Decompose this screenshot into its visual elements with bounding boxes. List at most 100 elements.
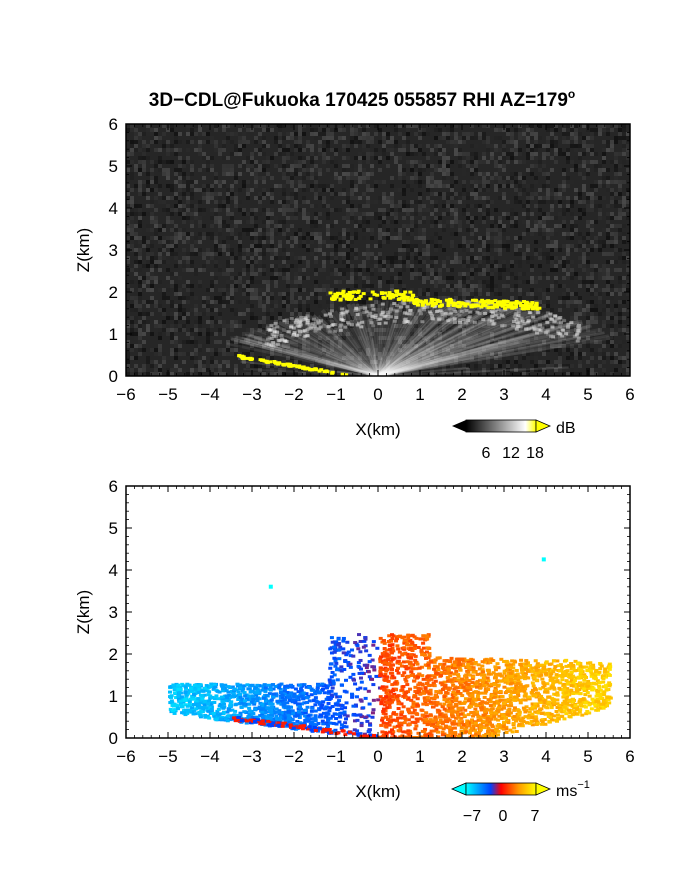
backscatter-noise-cell — [142, 260, 146, 264]
backscatter-noise-cell — [618, 324, 622, 328]
backscatter-noise-cell — [358, 168, 362, 172]
backscatter-noise-cell — [430, 344, 434, 348]
backscatter-noise-cell — [434, 248, 438, 252]
backscatter-glow-cell — [445, 312, 450, 316]
backscatter-noise-cell — [410, 232, 414, 236]
backscatter-noise-cell — [426, 344, 430, 348]
backscatter-noise-cell — [330, 132, 334, 136]
backscatter-noise-cell — [546, 288, 550, 292]
backscatter-noise-cell — [598, 204, 602, 208]
backscatter-noise-cell — [554, 348, 558, 352]
backscatter-noise-cell — [218, 312, 222, 316]
backscatter-noise-cell — [238, 144, 242, 148]
backscatter-noise-cell — [566, 264, 570, 268]
backscatter-noise-cell — [198, 328, 202, 332]
backscatter-noise-cell — [566, 208, 570, 212]
backscatter-noise-cell — [366, 364, 370, 368]
backscatter-noise-cell — [510, 208, 514, 212]
backscatter-noise-cell — [582, 340, 586, 344]
backscatter-noise-cell — [414, 316, 418, 320]
backscatter-noise-cell — [534, 288, 538, 292]
backscatter-noise-cell — [298, 128, 302, 132]
backscatter-noise-cell — [418, 292, 422, 296]
backscatter-noise-cell — [374, 340, 378, 344]
backscatter-noise-cell — [514, 284, 518, 288]
backscatter-noise-cell — [378, 348, 382, 352]
backscatter-noise-cell — [610, 244, 614, 248]
backscatter-noise-cell — [538, 200, 542, 204]
backscatter-glow-cell — [298, 330, 303, 334]
backscatter-noise-cell — [318, 184, 322, 188]
backscatter-noise-cell — [306, 200, 310, 204]
backscatter-noise-cell — [486, 368, 490, 372]
backscatter-noise-cell — [518, 148, 522, 152]
backscatter-noise-cell — [542, 368, 546, 372]
backscatter-noise-cell — [482, 240, 486, 244]
backscatter-noise-cell — [366, 196, 370, 200]
backscatter-noise-cell — [562, 364, 566, 368]
backscatter-noise-cell — [266, 364, 270, 368]
backscatter-noise-cell — [246, 256, 250, 260]
backscatter-noise-cell — [422, 200, 426, 204]
backscatter-noise-cell — [350, 240, 354, 244]
backscatter-noise-cell — [466, 264, 470, 268]
backscatter-noise-cell — [294, 188, 298, 192]
backscatter-noise-cell — [418, 352, 422, 356]
backscatter-noise-cell — [614, 348, 618, 352]
backscatter-noise-cell — [598, 364, 602, 368]
backscatter-noise-cell — [366, 268, 370, 272]
backscatter-noise-cell — [458, 340, 462, 344]
backscatter-noise-cell — [354, 228, 358, 232]
backscatter-noise-cell — [278, 124, 282, 128]
backscatter-noise-cell — [210, 360, 214, 364]
backscatter-noise-cell — [542, 372, 546, 376]
backscatter-noise-cell — [226, 188, 230, 192]
backscatter-noise-cell — [258, 280, 262, 284]
backscatter-noise-cell — [530, 240, 534, 244]
backscatter-noise-cell — [330, 156, 334, 160]
backscatter-noise-cell — [174, 288, 178, 292]
backscatter-noise-cell — [450, 372, 454, 376]
backscatter-noise-cell — [474, 228, 478, 232]
backscatter-noise-cell — [206, 196, 210, 200]
backscatter-glow-cell — [400, 301, 405, 305]
backscatter-noise-cell — [410, 268, 414, 272]
backscatter-noise-cell — [222, 372, 226, 376]
backscatter-noise-cell — [126, 160, 130, 164]
backscatter-noise-cell — [410, 200, 414, 204]
backscatter-noise-cell — [198, 332, 202, 336]
backscatter-noise-cell — [434, 216, 438, 220]
backscatter-noise-cell — [486, 160, 490, 164]
backscatter-noise-cell — [350, 264, 354, 268]
backscatter-noise-cell — [146, 204, 150, 208]
backscatter-noise-cell — [514, 160, 518, 164]
backscatter-noise-cell — [210, 372, 214, 376]
backscatter-noise-cell — [246, 248, 250, 252]
backscatter-noise-cell — [310, 248, 314, 252]
backscatter-noise-cell — [250, 336, 254, 340]
backscatter-noise-cell — [294, 140, 298, 144]
backscatter-noise-cell — [338, 280, 342, 284]
backscatter-noise-cell — [366, 184, 370, 188]
backscatter-noise-cell — [570, 124, 574, 128]
backscatter-noise-cell — [498, 128, 502, 132]
backscatter-noise-cell — [606, 336, 610, 340]
backscatter-noise-cell — [170, 196, 174, 200]
backscatter-noise-cell — [586, 232, 590, 236]
backscatter-noise-cell — [318, 136, 322, 140]
backscatter-noise-cell — [450, 320, 454, 324]
backscatter-noise-cell — [590, 228, 594, 232]
backscatter-noise-cell — [238, 312, 242, 316]
backscatter-noise-cell — [314, 184, 318, 188]
backscatter-noise-cell — [358, 268, 362, 272]
backscatter-noise-cell — [338, 272, 342, 276]
backscatter-noise-cell — [518, 284, 522, 288]
backscatter-noise-cell — [490, 324, 494, 328]
backscatter-noise-cell — [278, 348, 282, 352]
backscatter-noise-cell — [254, 288, 258, 292]
backscatter-noise-cell — [498, 168, 502, 172]
backscatter-glow-cell — [465, 318, 470, 322]
backscatter-noise-cell — [234, 144, 238, 148]
backscatter-noise-cell — [382, 132, 386, 136]
backscatter-noise-cell — [434, 292, 438, 296]
